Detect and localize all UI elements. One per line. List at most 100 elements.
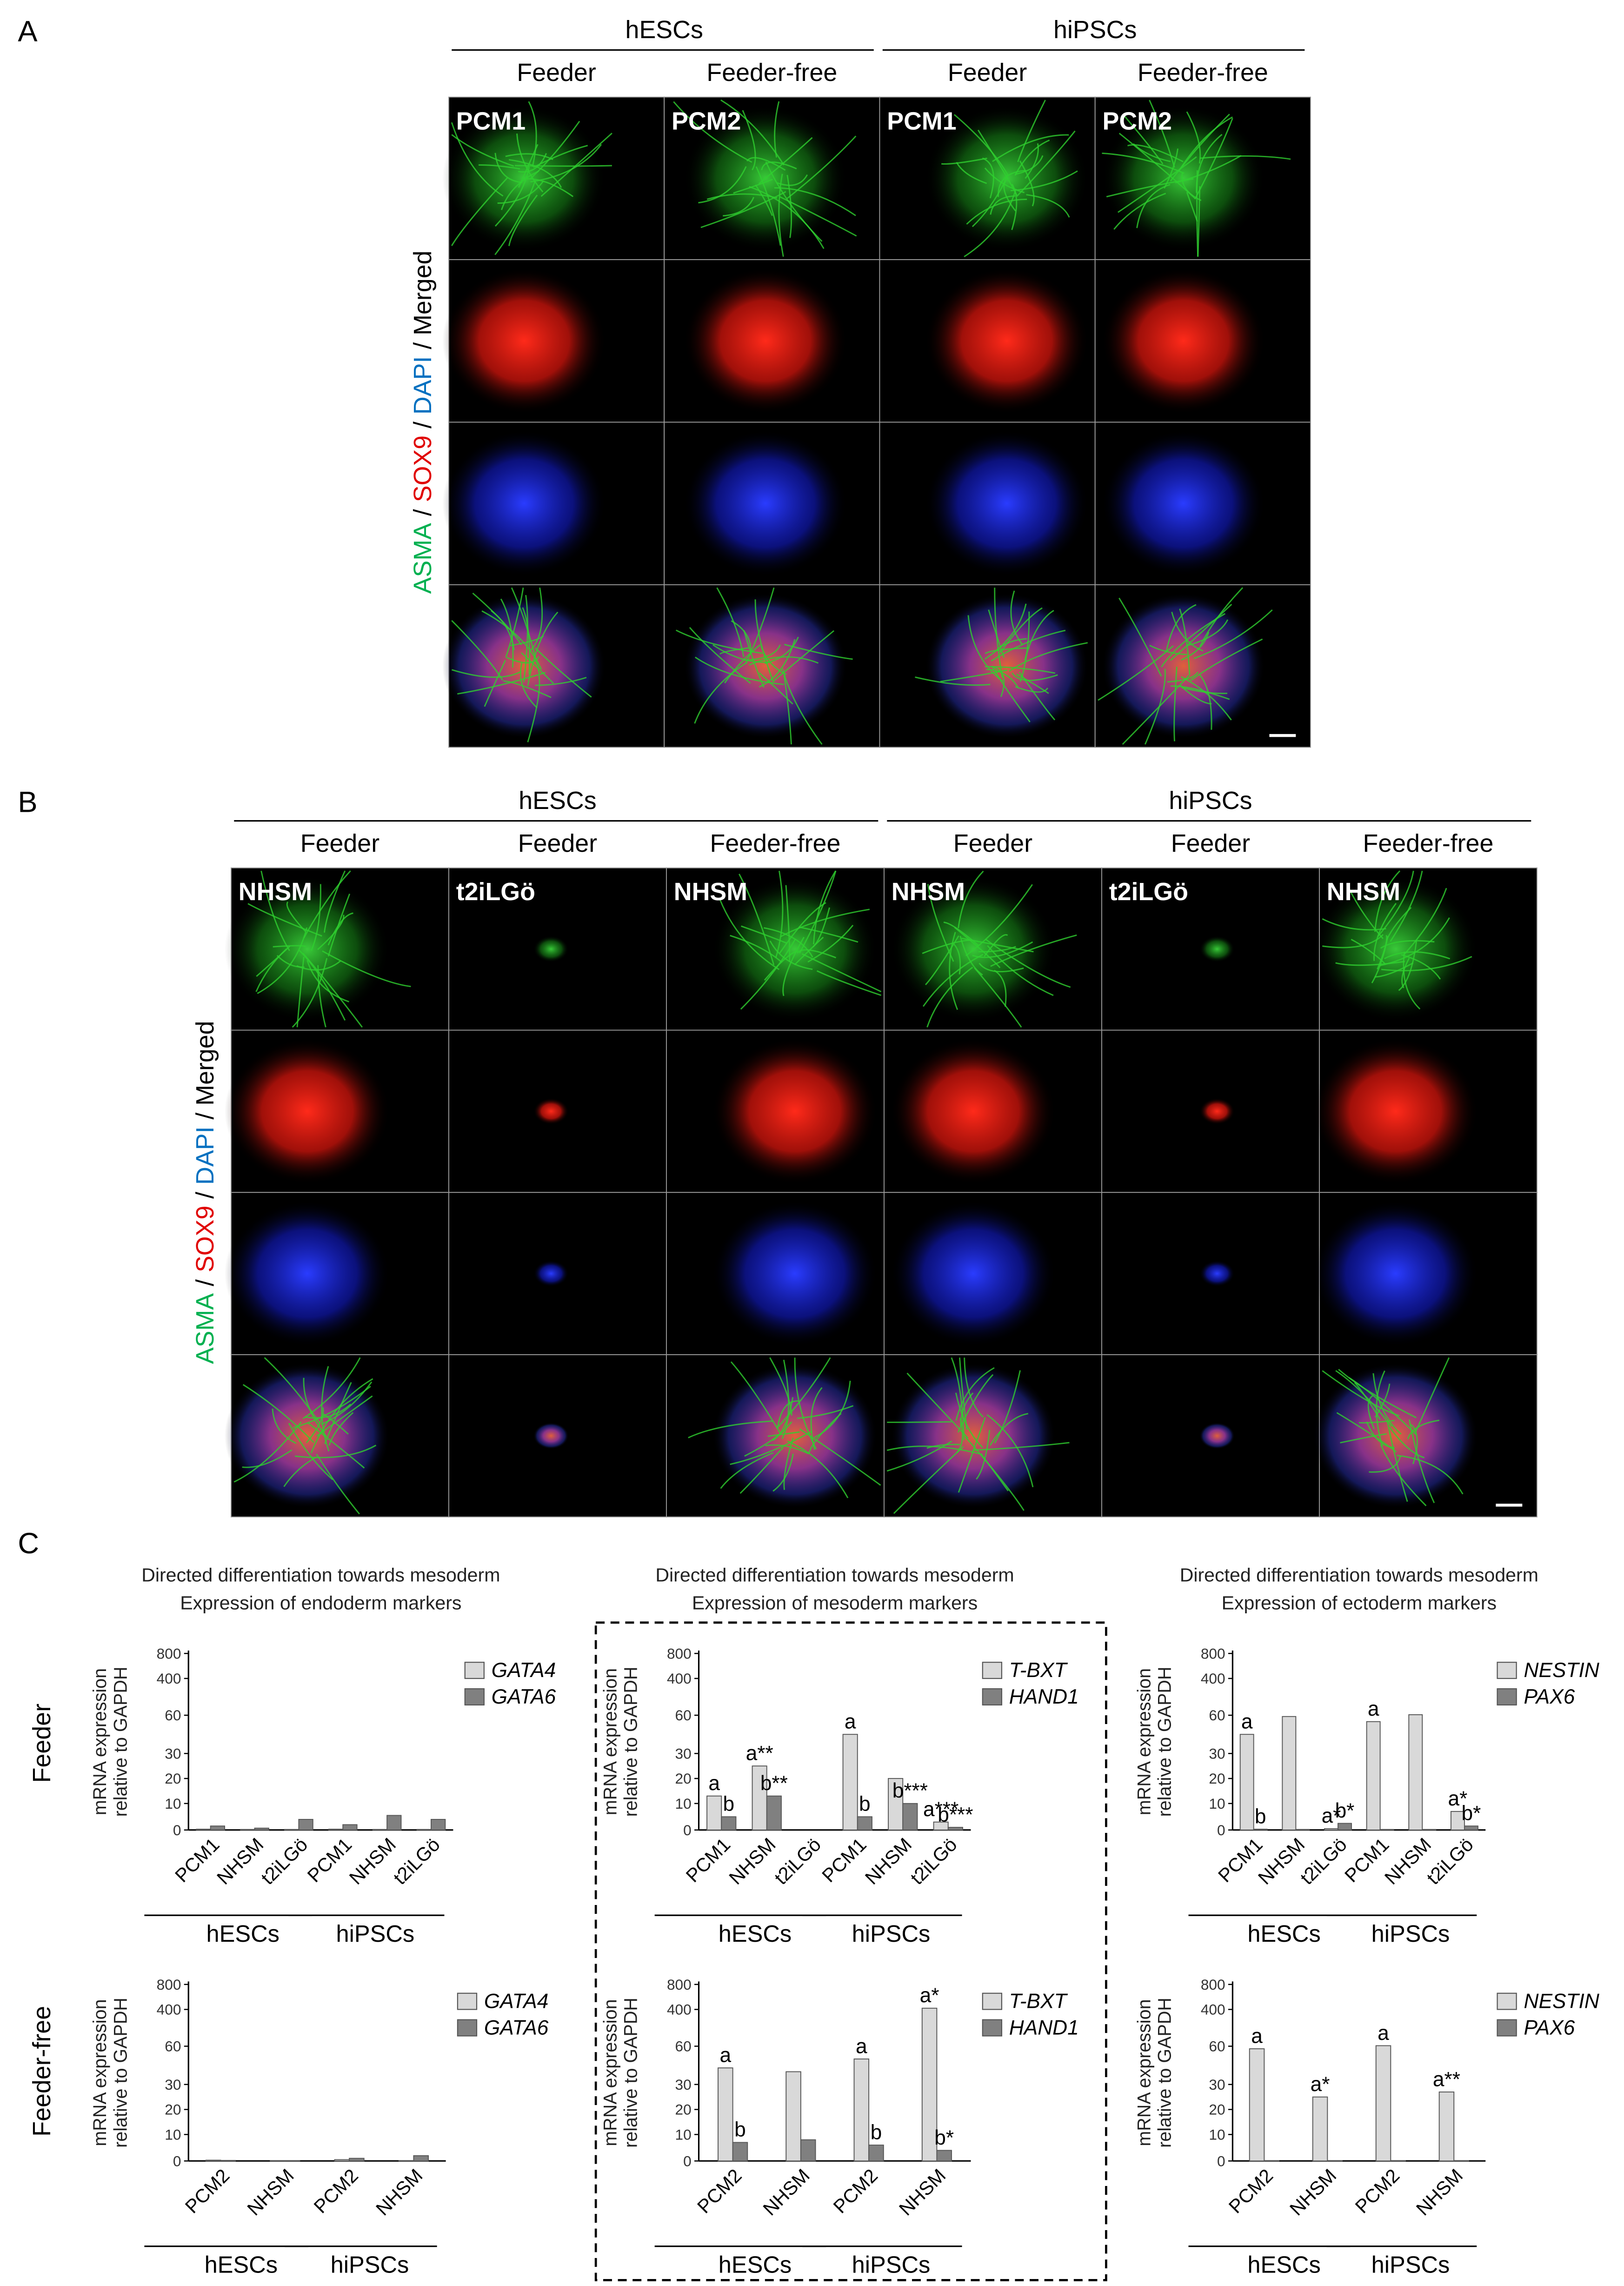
bar <box>1324 1828 1338 1831</box>
fiber <box>1398 941 1418 991</box>
fiber <box>1351 939 1386 965</box>
bar <box>785 2071 801 2162</box>
fiber <box>1144 668 1166 745</box>
fiber <box>1011 183 1018 230</box>
stain-label-part: / Merged <box>191 1021 219 1126</box>
legend-swatch <box>1497 1688 1517 1706</box>
fiber <box>744 1421 792 1457</box>
fiber <box>508 194 538 246</box>
fiber <box>1017 100 1046 162</box>
fiber <box>1015 686 1048 693</box>
fiber <box>754 599 774 682</box>
y-tick-label: 10 <box>1209 2126 1225 2143</box>
fiber <box>295 1444 377 1458</box>
fiber <box>1171 685 1230 700</box>
stain-label-part: SOX9 <box>409 435 437 502</box>
legend-label: GATA4 <box>492 1659 556 1682</box>
chart-subtitle: Expression of mesoderm markers <box>692 1592 978 1613</box>
bar <box>1338 1823 1352 1831</box>
y-tick-label: 30 <box>1209 1745 1225 1762</box>
bar <box>868 2145 884 2162</box>
fiber <box>739 1446 784 1494</box>
y-tick-label: 20 <box>1209 2101 1225 2118</box>
bar <box>842 1734 858 1831</box>
stain-signal <box>925 593 1089 739</box>
stain-signal <box>1101 593 1265 739</box>
fiber <box>987 945 1054 996</box>
fiber <box>984 167 1025 194</box>
stain-signal <box>712 1363 878 1509</box>
bar <box>1282 1716 1297 1831</box>
bar <box>328 1829 344 1831</box>
y-tick-label: 400 <box>1201 1670 1225 1687</box>
fiber <box>306 1407 324 1444</box>
fiber <box>451 134 514 167</box>
fiber <box>994 1370 1021 1444</box>
fiber <box>316 1454 360 1515</box>
significance-label: a <box>1251 2025 1263 2047</box>
fiber <box>760 646 787 675</box>
fiber <box>1016 130 1076 197</box>
significance-label: b <box>723 1793 735 1816</box>
fiber <box>1384 951 1451 960</box>
legend-label: T-BXT <box>1009 1990 1068 2012</box>
y-tick-label: 20 <box>165 2101 181 2118</box>
fiber <box>1381 956 1472 971</box>
fiber <box>761 161 797 171</box>
fiber <box>941 157 987 165</box>
x-tick-label: PCM1 <box>171 1834 223 1886</box>
stain-label-part: / <box>409 502 437 523</box>
fiber <box>497 180 544 204</box>
fiber <box>1335 1370 1392 1427</box>
group-header: hiPSCs <box>1053 16 1137 44</box>
fiber <box>1014 140 1050 176</box>
bar <box>1249 2048 1265 2162</box>
fiber <box>769 940 813 970</box>
x-tick-label: NHSM <box>243 2165 298 2219</box>
fiber <box>810 1387 823 1450</box>
fiber <box>527 611 559 686</box>
fiber <box>1009 642 1088 672</box>
fiber <box>529 588 543 652</box>
fiber <box>689 627 751 684</box>
image-label: PCM2 <box>672 107 741 135</box>
fiber <box>694 662 748 724</box>
legend-label: PAX6 <box>1524 1685 1575 1708</box>
bar <box>921 2007 938 2162</box>
stain-signal <box>1101 105 1265 252</box>
fiber <box>305 1404 352 1419</box>
y-tick-label: 10 <box>1209 1795 1225 1812</box>
fiber <box>1322 1370 1400 1417</box>
group-label: hESCs <box>719 1920 792 1947</box>
significance-label: b <box>1255 1805 1266 1828</box>
bar <box>220 2160 236 2162</box>
fiber <box>765 1444 809 1455</box>
significance-label: a <box>856 2035 867 2058</box>
fiber <box>1322 934 1384 949</box>
fiber <box>296 960 341 971</box>
fiber <box>510 635 544 647</box>
stain-label-part: / <box>409 414 437 435</box>
condition-header: Feeder <box>948 59 1027 87</box>
fiber <box>327 912 353 946</box>
fiber <box>1102 152 1185 174</box>
fiber <box>673 101 752 163</box>
stain-signal <box>925 430 1089 577</box>
fiber <box>247 903 322 937</box>
bar <box>1366 1721 1381 1831</box>
x-tick-label: t2iLGö <box>1296 1834 1351 1889</box>
y-tick-label: 800 <box>157 1976 181 1993</box>
fiber <box>982 157 994 199</box>
significance-label: a** <box>1433 2068 1460 2091</box>
stain-label-part: DAPI <box>191 1126 219 1184</box>
fiber <box>767 1431 800 1437</box>
bar <box>1312 2096 1328 2162</box>
fiber <box>777 174 808 186</box>
fiber <box>816 970 882 996</box>
fiber <box>303 1377 327 1437</box>
y-tick-label: 0 <box>173 2152 181 2169</box>
fiber <box>321 1366 330 1451</box>
fiber <box>886 1445 983 1455</box>
fiber <box>1170 603 1232 661</box>
